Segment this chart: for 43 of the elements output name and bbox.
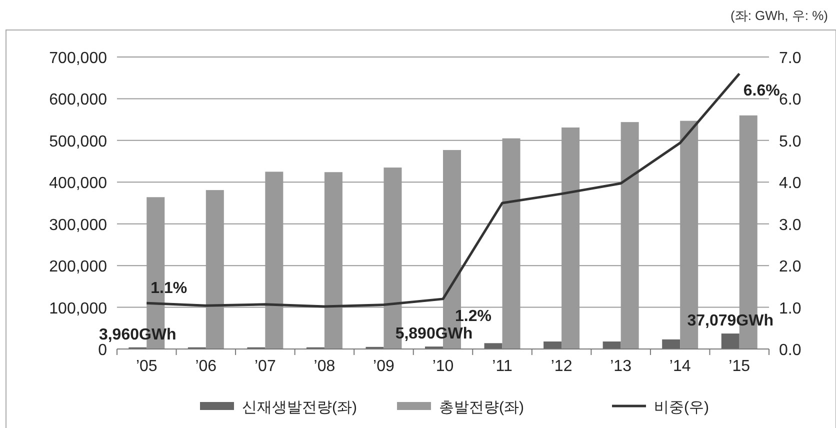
bar — [484, 343, 502, 349]
y2-tick-label: 1.0 — [779, 300, 802, 318]
x-tick-label: ’13 — [610, 358, 632, 375]
x-tick-label: ’07 — [254, 358, 276, 375]
y2-tick-label: 0.0 — [779, 342, 802, 359]
x-tick-label: ’15 — [728, 358, 750, 375]
line-series — [145, 72, 741, 308]
legend-label: 비중(우) — [654, 399, 709, 416]
bar — [662, 339, 680, 349]
data-label: 1.2% — [455, 308, 492, 325]
x-tick-label: ’10 — [432, 358, 454, 375]
text: (좌: GWh, 우: %) — [730, 8, 828, 23]
y2-tick-label: 2.0 — [779, 258, 802, 276]
y-tick-label: 200,000 — [49, 258, 108, 276]
x-tick-label: ’12 — [550, 358, 572, 375]
y-tick-label: 0 — [98, 342, 108, 359]
y-tick-label: 300,000 — [49, 216, 108, 234]
bar — [602, 341, 621, 349]
x-tick-label: ’09 — [373, 358, 394, 375]
data-label: 1.1% — [150, 280, 188, 298]
x-tick-label: ’06 — [195, 358, 217, 375]
data-label: 37,079GWh — [687, 312, 774, 330]
y-tick-label: 600,000 — [49, 92, 108, 109]
y2-tick-label: 5.0 — [779, 133, 802, 150]
data-label: 5,890GWh — [395, 326, 473, 343]
x-tick-label: ’08 — [314, 358, 336, 375]
x-tick-label: ’11 — [492, 358, 512, 375]
y2-tick-label: 3.0 — [779, 216, 802, 234]
x-tick-label: ’05 — [136, 358, 158, 375]
legend-label: 총발전량(좌) — [439, 399, 524, 416]
bar — [721, 334, 740, 349]
y2-tick-label: 7.0 — [779, 50, 802, 67]
legend-label: 신재생발전량(좌) — [242, 399, 357, 416]
data-label: 3,960GWh — [98, 326, 176, 344]
y-tick-label: 500,000 — [49, 133, 108, 150]
y2-tick-label: 4.0 — [779, 175, 802, 192]
y-tick-label: 400,000 — [49, 175, 108, 192]
y-tick-label: 100,000 — [49, 300, 108, 318]
y-tick-label: 700,000 — [49, 50, 108, 67]
data-label: 6.6% — [743, 82, 780, 100]
bar — [544, 341, 562, 349]
x-tick-label: ’14 — [669, 358, 691, 375]
y2-tick-label: 6.0 — [779, 92, 802, 109]
